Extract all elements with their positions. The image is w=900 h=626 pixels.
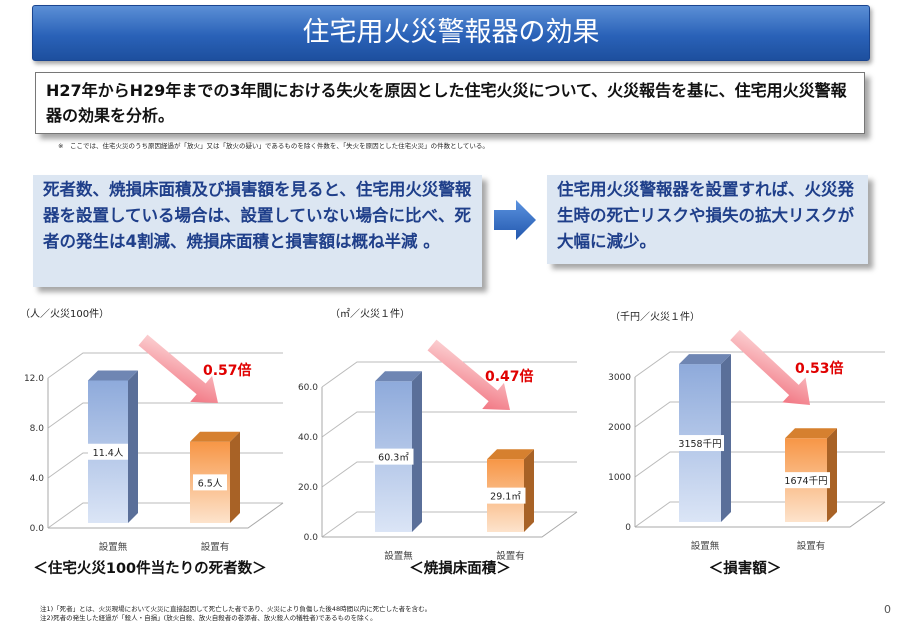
category-label: 設置有 <box>496 550 525 562</box>
floor-edge <box>635 501 886 528</box>
intro-box: H27年からH29年までの3年間における失火を原因とした住宅火災について、火災報… <box>35 72 865 134</box>
gridline <box>47 502 283 529</box>
chart-caption: ＜焼損床面積＞ <box>409 561 511 577</box>
y-tick-label: 3000 <box>608 373 631 383</box>
page-title: 住宅用火災警報器の効果 <box>32 5 870 61</box>
value-label: 3158千円 <box>678 439 721 450</box>
y-tick-label: 60.0 <box>298 383 318 393</box>
y-tick-label: 4.0 <box>30 474 45 484</box>
footnote-2: 注2)死者の発生した経過が「殺人・自損」(放火自殺、放火自殺者の巻添者、放火殺人… <box>40 614 377 622</box>
value-label-bg <box>676 435 724 452</box>
y-tick-label: 8.0 <box>30 424 45 434</box>
floor-edge <box>48 502 284 529</box>
y-tick-label: 0 <box>625 523 631 533</box>
y-tick-label: 40.0 <box>298 433 318 443</box>
category-label: 設置有 <box>201 541 230 553</box>
reduction-multiplier: 0.53倍 <box>795 361 844 377</box>
y-tick-label: 0.0 <box>30 524 45 534</box>
gridline <box>634 501 885 528</box>
category-label: 設置無 <box>691 540 720 552</box>
reduction-multiplier: 0.47倍 <box>485 369 534 385</box>
gridline <box>47 452 283 479</box>
category-label: 設置無 <box>99 541 128 553</box>
gridline <box>321 461 577 488</box>
category-label: 設置有 <box>797 540 826 552</box>
y-tick-label: 2000 <box>608 423 631 433</box>
y-tick-label: 20.0 <box>298 483 318 493</box>
unit-label: （人／火災100件） <box>20 309 110 320</box>
gridline <box>321 511 577 538</box>
value-label: 29.1㎡ <box>490 492 521 503</box>
value-label-bg <box>88 443 128 460</box>
footnote-1: 注1)「死者」とは、火災現場において火災に直接起因して死亡した者であり、火災によ… <box>40 605 432 613</box>
unit-label: （千円／火災１件） <box>610 312 700 323</box>
conclusion-box: 住宅用火災警報器を設置すれば、火災発生時の死亡リスクや損失の拡大リスクが大幅に減… <box>547 175 868 264</box>
category-label: 設置無 <box>384 550 413 562</box>
value-label: 60.3㎡ <box>378 453 409 464</box>
gridline <box>321 361 577 388</box>
unit-label: （㎡／火災１件） <box>330 309 410 320</box>
y-tick-label: 0.0 <box>304 533 319 543</box>
summary-box: 死者数、焼損床面積及び損害額を見ると、住宅用火災警報器を設置している場合は、設置… <box>33 175 482 287</box>
value-label: 6.5人 <box>198 478 223 489</box>
chart-caption: ＜住宅火災100件当たりの死者数＞ <box>33 561 267 577</box>
y-tick-label: 1000 <box>608 473 631 483</box>
value-label: 1674千円 <box>784 476 827 487</box>
chart-caption: ＜損害額＞ <box>708 561 782 577</box>
y-tick-label: 12.0 <box>24 374 44 384</box>
gridline <box>634 351 885 378</box>
definition-note: ※ ここでは、住宅火災のうち原因経過が「放火」又は「放火の疑い」であるものを除く… <box>58 142 489 150</box>
gridline <box>634 401 885 428</box>
reduction-multiplier: 0.57倍 <box>203 363 252 379</box>
gridline <box>47 402 283 429</box>
value-label-bg <box>782 472 830 489</box>
gridline <box>321 411 577 438</box>
right-arrow-icon <box>494 200 536 240</box>
value-label-bg <box>373 448 414 465</box>
floor-edge <box>322 511 578 538</box>
value-label-bg <box>193 474 227 491</box>
value-label: 11.4人 <box>93 448 124 459</box>
value-label-bg <box>485 487 526 504</box>
gridline <box>634 451 885 478</box>
page-number: 0 <box>884 603 891 616</box>
